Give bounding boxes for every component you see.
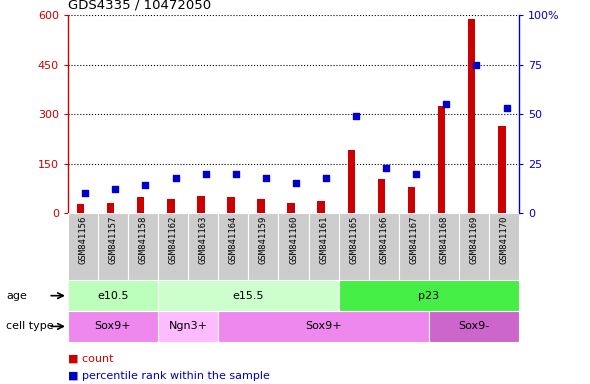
Point (261, 174, 271, 180)
Text: GSM841161: GSM841161 (319, 215, 328, 263)
Text: ■ percentile rank within the sample: ■ percentile rank within the sample (68, 371, 270, 381)
Text: GSM841163: GSM841163 (199, 215, 208, 263)
Bar (248, 213, 278, 280)
Bar (429, 311, 519, 342)
Point (412, 170, 421, 177)
Bar (378, 179, 385, 213)
Text: GSM841160: GSM841160 (289, 215, 298, 263)
Bar (498, 126, 506, 213)
Bar (278, 213, 309, 280)
Text: GSM841158: GSM841158 (139, 215, 148, 263)
Point (382, 165, 391, 171)
Bar (317, 200, 325, 213)
Text: e10.5: e10.5 (97, 291, 129, 301)
Bar (188, 213, 218, 280)
Text: GSM841170: GSM841170 (500, 215, 509, 263)
Bar (68, 213, 98, 280)
Bar (158, 311, 218, 342)
Text: GSM841164: GSM841164 (229, 215, 238, 263)
Text: GSM841168: GSM841168 (440, 215, 448, 263)
Bar (77, 204, 84, 213)
Bar (107, 203, 114, 213)
Point (231, 170, 241, 177)
Text: GSM841156: GSM841156 (78, 215, 87, 263)
Bar (218, 311, 429, 342)
Text: Sox9+: Sox9+ (305, 321, 342, 331)
Text: ■ count: ■ count (68, 354, 113, 364)
Text: cell type: cell type (6, 321, 54, 331)
Bar (489, 213, 519, 280)
Bar (257, 199, 265, 213)
Text: GSM841159: GSM841159 (259, 215, 268, 263)
Bar (348, 151, 355, 213)
Bar (167, 199, 175, 213)
Bar (429, 213, 459, 280)
Bar (438, 106, 445, 213)
Point (171, 174, 181, 180)
Bar (339, 280, 519, 311)
Point (81, 190, 90, 197)
Text: GSM841157: GSM841157 (109, 215, 117, 263)
Text: age: age (6, 291, 27, 301)
Point (141, 182, 150, 189)
Bar (218, 213, 248, 280)
Bar (399, 213, 429, 280)
Bar (459, 213, 489, 280)
Text: p23: p23 (418, 291, 440, 301)
Point (201, 170, 211, 177)
Point (442, 101, 451, 108)
Bar (68, 311, 158, 342)
Text: GSM841166: GSM841166 (379, 215, 388, 263)
Point (502, 105, 512, 111)
Text: GSM841162: GSM841162 (169, 215, 178, 263)
Bar (197, 196, 205, 213)
Text: Sox9-: Sox9- (458, 321, 490, 331)
Text: e15.5: e15.5 (232, 291, 264, 301)
Bar (98, 213, 128, 280)
Point (352, 113, 361, 119)
Bar (309, 213, 339, 280)
Text: Ngn3+: Ngn3+ (169, 321, 208, 331)
Bar (137, 197, 145, 213)
Bar (339, 213, 369, 280)
Text: Sox9+: Sox9+ (94, 321, 132, 331)
Point (291, 180, 301, 187)
Text: GSM841169: GSM841169 (470, 215, 478, 263)
Bar (287, 203, 295, 213)
Text: GSM841167: GSM841167 (409, 215, 418, 263)
Bar (68, 280, 158, 311)
Text: GSM841165: GSM841165 (349, 215, 358, 263)
Point (111, 186, 120, 192)
Text: GDS4335 / 10472050: GDS4335 / 10472050 (68, 0, 211, 12)
Bar (128, 213, 158, 280)
Point (472, 62, 481, 68)
Point (322, 174, 331, 180)
Bar (468, 19, 476, 213)
Bar (158, 213, 188, 280)
Bar (227, 197, 235, 213)
Bar (408, 187, 415, 213)
Bar (369, 213, 399, 280)
Bar (158, 280, 339, 311)
